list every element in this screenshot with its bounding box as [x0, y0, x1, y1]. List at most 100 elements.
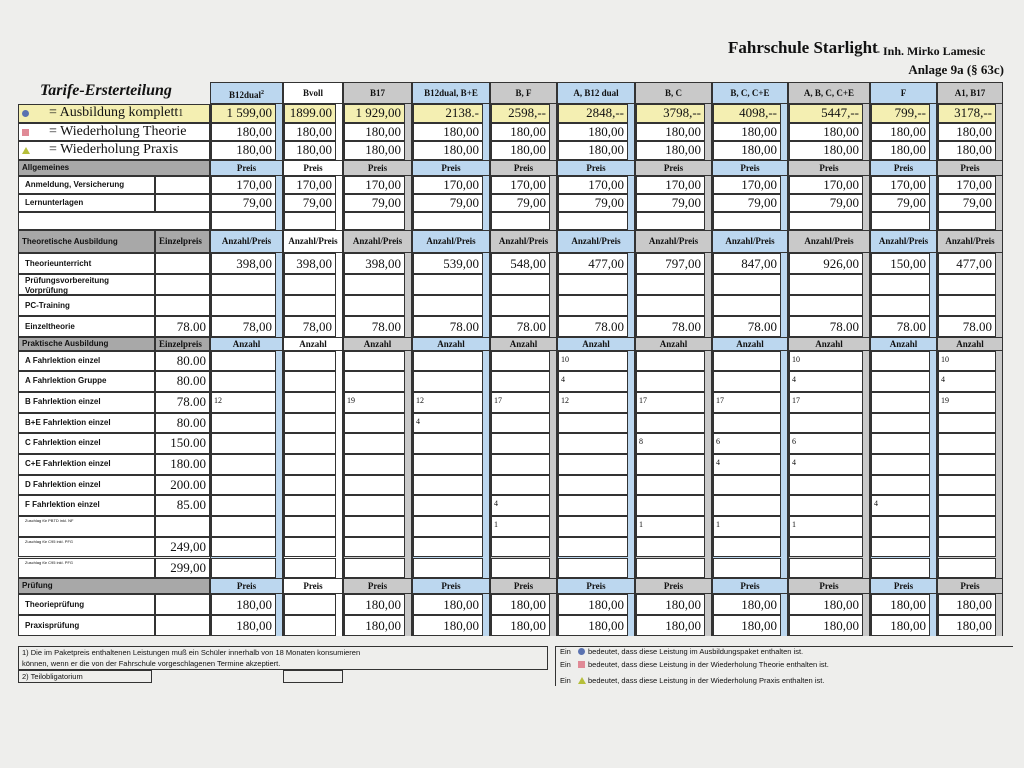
value-cell: 5447,-- — [789, 104, 863, 123]
value-cell: 477,00 — [938, 252, 996, 274]
column-heading: Anzahl/Preis — [343, 229, 412, 253]
column-header: Bvoll — [283, 82, 343, 104]
column-name: A, B, C, C+E — [803, 88, 855, 98]
row-label: Zuschlag für C95 inkl. PFG — [18, 557, 155, 579]
column-heading: Preis — [343, 578, 412, 595]
column-heading: Anzahl/Preis — [210, 229, 283, 253]
value-cell — [284, 474, 336, 496]
value-cell: 170,00 — [871, 175, 930, 194]
column-name: B, C, C+E — [730, 88, 770, 98]
column-name: B12dual — [228, 90, 261, 100]
value-cell: 170,00 — [491, 175, 550, 194]
value-cell — [713, 350, 781, 372]
value-cell: 180,00 — [558, 594, 628, 616]
column-name: Bvoll — [302, 88, 323, 98]
value-cell — [558, 211, 628, 230]
unit-price — [155, 615, 210, 637]
column-heading: Preis — [712, 159, 788, 176]
value-cell: 180,00 — [211, 141, 276, 160]
value-cell — [713, 294, 781, 316]
value-cell — [636, 211, 705, 230]
column-heading: Preis — [870, 159, 937, 176]
value-cell: 1 — [636, 516, 705, 537]
value-cell — [413, 495, 483, 517]
value-cell — [491, 412, 550, 434]
value-cell — [713, 371, 781, 392]
value-cell — [284, 350, 336, 372]
column-name: B17 — [369, 88, 385, 98]
column-name: B, C — [664, 88, 682, 98]
row-label: B Fahrlektion einzel — [18, 391, 155, 413]
value-cell — [491, 454, 550, 475]
row-label: Zuschlag für C95 inkl. PFG — [18, 536, 155, 558]
column-heading: Preis — [490, 159, 557, 176]
column-heading: Anzahl — [870, 336, 937, 351]
value-cell — [938, 536, 996, 558]
row-label: PC-Training — [18, 294, 155, 316]
value-cell: 1899.00 — [284, 104, 336, 123]
value-cell: 180,00 — [713, 141, 781, 160]
column-heading: Preis — [557, 578, 635, 595]
value-cell: 180,00 — [344, 594, 405, 616]
value-cell: 170,00 — [713, 175, 781, 194]
value-cell — [211, 371, 276, 392]
value-cell: 180,00 — [938, 122, 996, 141]
value-cell — [558, 516, 628, 537]
value-cell: 78,00 — [284, 315, 336, 337]
value-cell — [491, 557, 550, 579]
value-cell: 78.00 — [636, 315, 705, 337]
value-cell — [413, 294, 483, 316]
value-cell: 477,00 — [558, 252, 628, 274]
value-cell: 17 — [789, 391, 863, 413]
column-heading: Preis — [210, 578, 283, 595]
value-cell: 79,00 — [413, 193, 483, 212]
package-label: = Wiederholung Theorie — [18, 122, 210, 141]
value-cell — [284, 433, 336, 454]
value-cell — [211, 273, 276, 295]
value-cell: 17 — [713, 391, 781, 413]
value-cell — [344, 536, 405, 558]
row-label: Praxisprüfung — [18, 615, 155, 637]
column-heading: Anzahl — [788, 336, 870, 351]
value-cell: 170,00 — [789, 175, 863, 194]
value-cell — [558, 273, 628, 295]
value-cell — [558, 557, 628, 579]
value-cell: 12 — [211, 391, 276, 413]
value-cell: 4 — [491, 495, 550, 517]
unit-price: 80.00 — [155, 371, 210, 392]
column-heading: Preis — [283, 578, 343, 595]
value-cell — [636, 294, 705, 316]
value-cell: 180,00 — [344, 141, 405, 160]
column-heading: Preis — [557, 159, 635, 176]
value-cell: 12 — [558, 391, 628, 413]
value-cell: 12 — [413, 391, 483, 413]
value-cell — [789, 536, 863, 558]
column-header: B, F — [490, 82, 557, 104]
footnote: 2) Teilobligatorium — [18, 670, 152, 683]
value-cell — [413, 516, 483, 537]
value-cell: 79,00 — [211, 193, 276, 212]
value-cell — [284, 536, 336, 558]
value-cell: 79,00 — [938, 193, 996, 212]
value-cell: 180,00 — [789, 141, 863, 160]
value-cell — [413, 371, 483, 392]
value-cell: 180,00 — [789, 615, 863, 637]
value-cell: 3798,-- — [636, 104, 705, 123]
value-cell — [871, 557, 930, 579]
value-cell: 78.00 — [491, 315, 550, 337]
row-label: Theorieprüfung — [18, 594, 155, 616]
value-cell: 180,00 — [284, 141, 336, 160]
column-heading: Preis — [635, 578, 712, 595]
value-cell — [211, 350, 276, 372]
value-cell — [871, 211, 930, 230]
value-cell — [871, 536, 930, 558]
value-cell: 180,00 — [413, 594, 483, 616]
value-cell: 10 — [938, 350, 996, 372]
value-cell — [284, 273, 336, 295]
value-cell: 180,00 — [491, 594, 550, 616]
value-cell: 398,00 — [211, 252, 276, 274]
unit-price: 180.00 — [155, 454, 210, 475]
value-cell — [558, 454, 628, 475]
value-cell — [636, 412, 705, 434]
